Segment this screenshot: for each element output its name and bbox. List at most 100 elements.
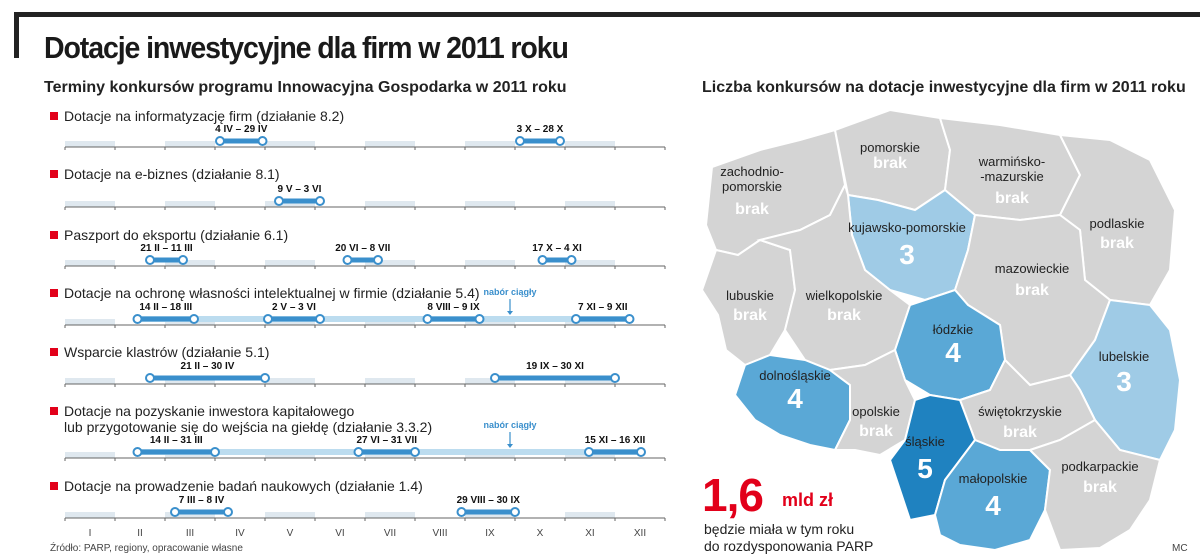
program-label-text: Dotacje na informatyzację firm (działani… xyxy=(64,108,345,124)
region-none: brak xyxy=(1083,479,1117,496)
month-band xyxy=(465,141,515,147)
month-band xyxy=(65,378,115,384)
region-none: brak xyxy=(1003,424,1037,441)
region-none: brak xyxy=(735,201,769,218)
range-label: 27 VI – 31 VII xyxy=(356,435,417,446)
arrow-head-icon xyxy=(507,311,513,315)
map-subtitle: Liczba konkursów na dotacje inwestycyjne… xyxy=(702,79,1186,96)
region-name: małopolskie xyxy=(959,471,1028,486)
month-band xyxy=(65,319,115,325)
range-label: 20 VI – 8 VII xyxy=(335,243,390,254)
month-band xyxy=(265,512,315,518)
region-name: opolskie xyxy=(852,404,900,419)
range-end-dot xyxy=(636,447,646,457)
range-end-dot xyxy=(189,314,199,324)
month-band xyxy=(265,141,315,147)
region-podkarpackie xyxy=(1028,418,1162,552)
month-label: II xyxy=(137,528,143,539)
region-name: zachodnio- xyxy=(720,164,784,179)
timeline-subtitle: Terminy konkursów programu Innowacyjna G… xyxy=(44,79,567,96)
region-count: 4 xyxy=(985,490,1001,521)
month-band xyxy=(165,141,215,147)
region-name: dolnośląskie xyxy=(759,368,831,383)
month-band xyxy=(365,141,415,147)
region-count: 3 xyxy=(899,239,915,270)
month-band xyxy=(465,260,515,266)
frame-left-rule xyxy=(14,12,19,58)
program-label-text: Wsparcie klastrów (działanie 5.1) xyxy=(64,344,270,360)
range-label: 21 II – 11 III xyxy=(140,243,192,254)
range-start-dot xyxy=(170,507,180,517)
program-label-6: Dotacje na pozyskanie inwestora kapitało… xyxy=(50,403,354,419)
red-square-icon xyxy=(50,482,58,490)
region-count: 5 xyxy=(917,453,933,484)
month-label: VI xyxy=(335,528,344,539)
range-start-dot xyxy=(422,314,433,324)
month-label: VII xyxy=(384,528,396,539)
region-name: świętokrzyskie xyxy=(978,404,1062,419)
range-label: 19 IX – 30 XI xyxy=(526,361,584,372)
program-label-6-line2: lub przygotowanie się do wejścia na gieł… xyxy=(64,419,433,435)
month-band xyxy=(365,512,415,518)
region-count: 4 xyxy=(787,383,803,414)
region-opolskie xyxy=(827,348,917,457)
source-note: Źródło: PARP, regiony, opracowanie własn… xyxy=(50,543,243,554)
month-band xyxy=(365,201,415,207)
frame-top-rule xyxy=(14,12,1200,17)
program-label-text: Dotacje na pozyskanie inwestora kapitało… xyxy=(64,403,355,419)
range-end-dot xyxy=(315,314,325,324)
red-square-icon xyxy=(50,348,58,356)
range-start-dot xyxy=(584,447,594,457)
program-label-1: Dotacje na informatyzację firm (działani… xyxy=(50,108,344,124)
region-none: brak xyxy=(1015,282,1049,299)
month-band xyxy=(265,260,315,266)
month-label: III xyxy=(186,528,194,539)
range-label: 9 V – 3 VI xyxy=(278,184,322,195)
month-band xyxy=(65,260,115,266)
month-band xyxy=(165,512,215,518)
program-label-text: Dotacje na ochronę własności intelektual… xyxy=(64,285,480,301)
region-name: kujawsko-pomorskie xyxy=(848,220,966,235)
continuous-label: nabór ciągły xyxy=(483,420,536,430)
program-label-5: Wsparcie klastrów (działanie 5.1) xyxy=(50,344,269,360)
region-name: wielkopolskie xyxy=(805,288,883,303)
range-start-dot xyxy=(145,255,155,265)
range-start-dot xyxy=(353,447,364,457)
range-end-dot xyxy=(178,255,188,265)
red-square-icon xyxy=(50,112,58,120)
range-end-dot xyxy=(610,373,620,383)
month-band xyxy=(265,378,315,384)
range-start-dot xyxy=(515,136,525,146)
range-label: 17 X – 4 XI xyxy=(532,243,582,254)
red-square-icon xyxy=(50,170,58,178)
range-start-dot xyxy=(274,196,284,206)
month-band xyxy=(165,260,215,266)
range-start-dot xyxy=(132,447,143,457)
month-band xyxy=(65,201,115,207)
region-name: pomorskie xyxy=(860,140,920,155)
highlight-caption-2: do rozdysponowania PARP xyxy=(704,538,874,554)
region-name: warmińsko- xyxy=(978,154,1045,169)
region-name: podkarpackie xyxy=(1061,459,1138,474)
program-label-3: Paszport do eksportu (działanie 6.1) xyxy=(50,227,288,243)
region-name: mazowieckie xyxy=(995,261,1069,276)
range-label: 7 XI – 9 XII xyxy=(578,302,628,313)
highlight-caption-1: będzie miała w tym roku xyxy=(704,521,855,537)
range-end-dot xyxy=(257,136,268,146)
month-band xyxy=(565,378,615,384)
highlight-number: 1,6 xyxy=(702,469,764,521)
range-start-dot xyxy=(342,255,353,265)
range-label: 15 XI – 16 XII xyxy=(585,435,646,446)
month-label: IV xyxy=(235,528,245,539)
region-name: podlaskie xyxy=(1090,216,1145,231)
region-none: brak xyxy=(827,307,861,324)
range-end-dot xyxy=(410,447,420,457)
range-end-dot xyxy=(260,373,270,383)
month-band xyxy=(465,512,515,518)
region-name: łódzkie xyxy=(933,322,973,337)
region-none: brak xyxy=(859,423,893,440)
range-end-dot xyxy=(510,507,520,517)
range-end-dot xyxy=(624,314,635,324)
month-band xyxy=(465,201,515,207)
program-label-text: Paszport do eksportu (działanie 6.1) xyxy=(64,227,289,243)
